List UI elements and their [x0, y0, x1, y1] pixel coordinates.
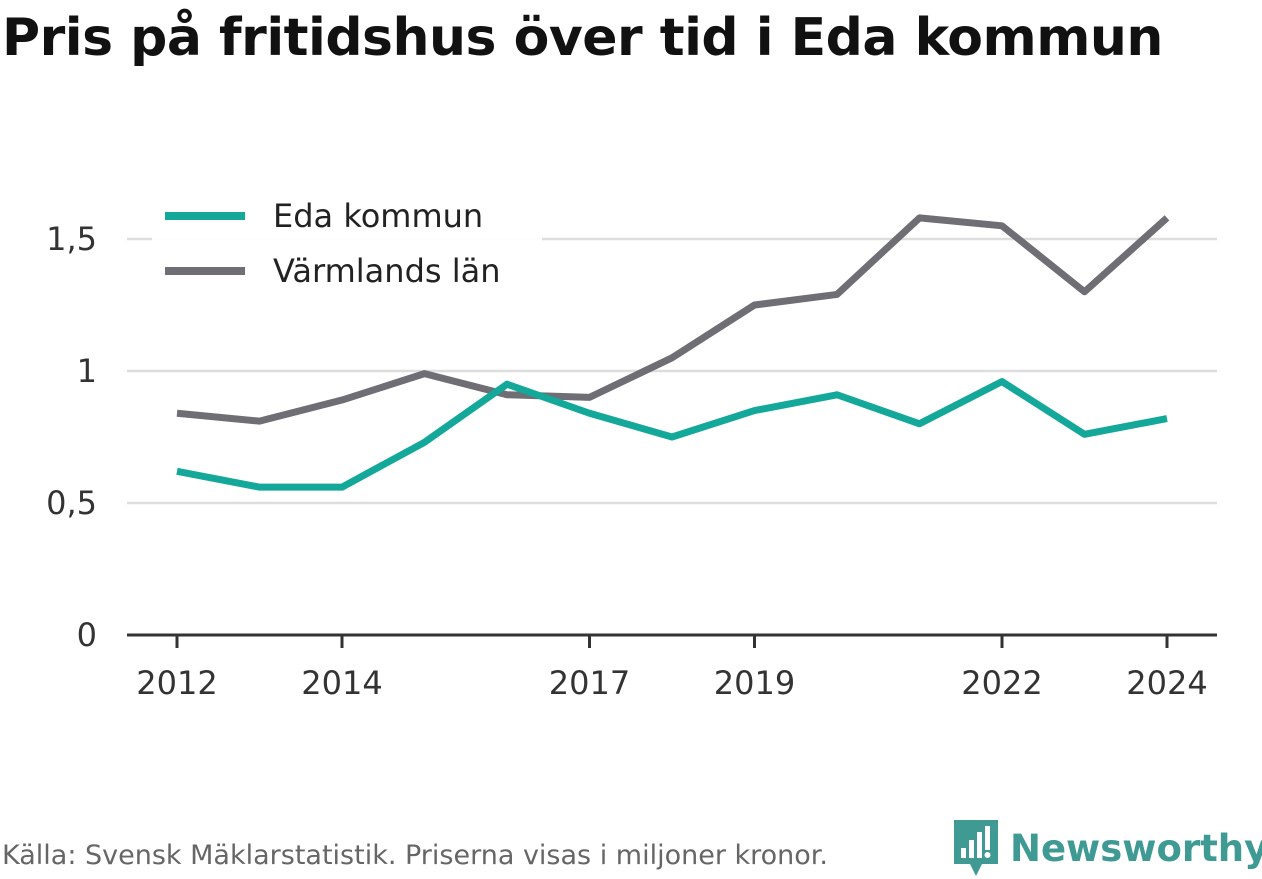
- series-lines: [176, 214, 1170, 491]
- x-axis: 2012 2014 2017 2019 2022 2024: [127, 633, 1217, 702]
- x-tick-label: 2024: [1126, 664, 1207, 702]
- y-axis-labels: 0 0,5 1 1,5: [46, 220, 97, 654]
- x-tick-label: 2019: [714, 664, 795, 702]
- legend-label: Eda kommun: [273, 197, 483, 235]
- brand-name: Newsworthy: [1010, 826, 1262, 870]
- legend-background: [152, 186, 542, 300]
- source-note: Källa: Svensk Mäklarstatistik. Priserna …: [2, 840, 829, 871]
- x-tick-label: 2017: [549, 664, 630, 702]
- y-tick-label: 1,5: [46, 220, 97, 258]
- newsworthy-logo-icon: [954, 820, 998, 876]
- y-tick-label: 0,5: [46, 484, 97, 522]
- x-tick-label: 2012: [136, 664, 217, 702]
- y-tick-label: 1: [77, 352, 97, 390]
- legend-label: Värmlands län: [273, 252, 501, 290]
- series-line-eda-kommun: [176, 378, 1168, 491]
- line-chart: 2012 2014 2017 2019 2022 2024 0 0,5 1 1,5 Eda ko…: [46, 186, 1217, 702]
- series-line-varmlands-lan: [176, 214, 1170, 425]
- brand-logo-block: Newsworthy: [952, 818, 1262, 878]
- x-tick-label: 2014: [301, 664, 382, 702]
- legend: Eda kommun Värmlands län: [152, 186, 542, 300]
- chart-title: Pris på fritidshus över tid i Eda kommun: [2, 8, 1163, 68]
- x-tick-label: 2022: [961, 664, 1042, 702]
- y-tick-label: 0: [77, 616, 97, 654]
